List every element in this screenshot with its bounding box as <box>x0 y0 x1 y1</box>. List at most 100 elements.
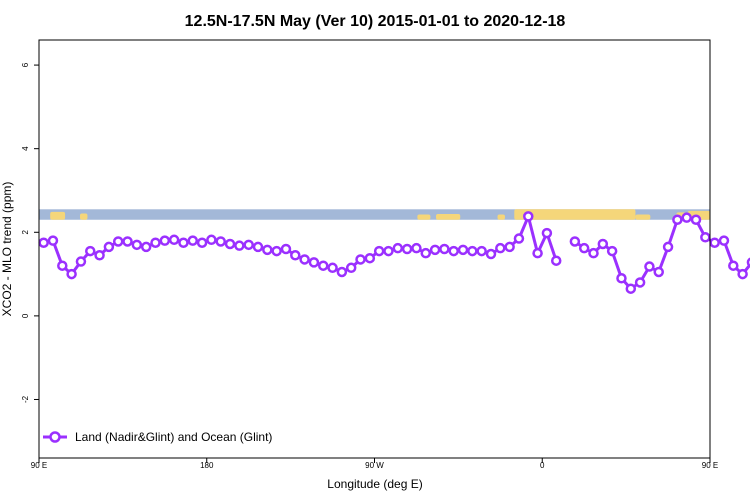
x-tick-label: 180 <box>200 461 214 470</box>
data-point <box>532 247 543 259</box>
data-point <box>523 211 534 222</box>
data-point <box>290 250 301 261</box>
data-point <box>168 234 180 246</box>
ocean-band <box>39 209 710 220</box>
data-point <box>597 238 609 250</box>
data-point <box>550 255 562 266</box>
data-point <box>75 256 87 267</box>
data-point <box>681 212 692 223</box>
data-point <box>448 245 459 257</box>
data-point <box>644 261 655 272</box>
data-point <box>373 245 385 257</box>
data-point <box>206 234 217 246</box>
data-point <box>159 235 171 246</box>
data-point <box>94 250 105 261</box>
data-point <box>588 247 599 259</box>
data-point <box>38 237 49 248</box>
data-point <box>85 245 96 257</box>
data-point <box>336 266 348 278</box>
data-point <box>625 283 637 294</box>
land-patch <box>635 214 651 220</box>
data-point <box>355 254 366 265</box>
data-point <box>420 247 432 259</box>
data-point <box>140 241 152 253</box>
data-point <box>196 237 208 248</box>
data-point <box>690 214 702 225</box>
land-ocean-band <box>39 209 710 220</box>
x-tick-label: 90 E <box>31 461 47 470</box>
data-point <box>364 252 376 264</box>
data-point <box>317 260 329 271</box>
x-tick-label: 0 <box>540 461 545 470</box>
data-point <box>467 245 478 257</box>
y-tick-label: 0 <box>21 313 30 318</box>
data-point <box>47 235 59 246</box>
data-point <box>150 237 161 248</box>
data-point <box>345 262 357 274</box>
land-patch <box>436 213 461 220</box>
data-point <box>112 236 124 247</box>
y-axis: -2 0 2 4 6 <box>21 62 39 403</box>
land-patch <box>50 211 66 220</box>
data-point <box>392 242 404 254</box>
data-point <box>187 235 199 246</box>
data-point <box>262 244 273 256</box>
data-point <box>541 227 553 239</box>
data-point <box>57 260 68 271</box>
data-point <box>66 268 77 280</box>
data-point <box>243 239 254 251</box>
data-point <box>606 245 618 257</box>
data-point <box>495 242 506 254</box>
data-point <box>485 248 497 260</box>
data-point <box>578 242 590 254</box>
data-point <box>439 243 450 255</box>
data-point <box>252 241 264 253</box>
data-point <box>457 244 469 256</box>
data-point <box>224 238 236 250</box>
data-point <box>746 257 750 268</box>
data-point <box>616 273 627 284</box>
data-point <box>709 237 720 248</box>
data-point <box>299 254 310 265</box>
data-point <box>383 245 394 257</box>
land-patch <box>80 213 88 220</box>
data-point <box>122 236 133 247</box>
data-point <box>234 240 245 251</box>
data-point <box>103 241 115 253</box>
data-point <box>504 241 515 253</box>
legend: Land (Nadir&Glint) and Ocean (Glint) <box>43 430 272 444</box>
y-tick-label: -2 <box>21 395 30 403</box>
y-axis-title: XCO2 - MLO trend (ppm) <box>0 182 14 317</box>
data-point <box>672 214 683 225</box>
data-point <box>411 242 422 254</box>
data-point <box>401 243 413 255</box>
series-layer <box>38 211 750 294</box>
legend-label: Land (Nadir&Glint) and Ocean (Glint) <box>75 430 272 444</box>
data-point <box>429 244 441 256</box>
data-point <box>662 241 674 253</box>
data-point <box>280 243 292 255</box>
y-tick-label: 2 <box>21 230 30 235</box>
data-point <box>271 245 282 257</box>
data-point <box>728 260 739 271</box>
land-patch <box>417 214 431 220</box>
data-point <box>569 236 581 247</box>
data-point <box>737 268 748 280</box>
data-point <box>634 277 646 288</box>
legend-marker <box>49 431 61 443</box>
data-point <box>700 232 711 243</box>
data-point <box>308 257 320 268</box>
x-axis-title: Longitude (deg E) <box>327 477 422 491</box>
data-point <box>653 266 664 278</box>
series-line <box>574 216 750 291</box>
x-tick-label: 90 E <box>702 461 718 470</box>
data-point <box>718 235 730 246</box>
y-tick-label: 6 <box>21 62 30 67</box>
x-tick-label: 90 W <box>365 461 384 470</box>
data-point <box>513 233 525 244</box>
chart-title: 12.5N-17.5N May (Ver 10) 2015-01-01 to 2… <box>185 13 566 30</box>
data-point <box>327 262 338 274</box>
land-patch <box>514 209 636 220</box>
